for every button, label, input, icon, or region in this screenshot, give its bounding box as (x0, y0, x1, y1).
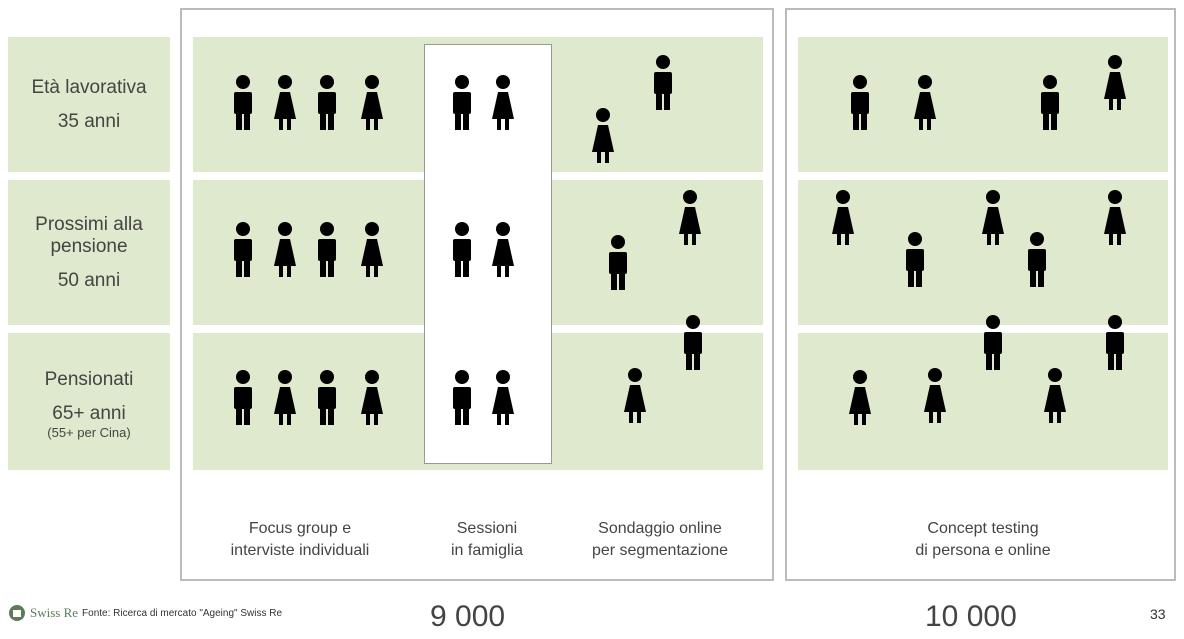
total: 9 000 (430, 600, 506, 633)
male-icon (984, 315, 1002, 370)
male-icon (1041, 75, 1059, 130)
female-icon (982, 190, 1004, 245)
method-line: Focus group e (248, 520, 352, 537)
female-icon (361, 370, 383, 425)
female-icon (274, 370, 296, 425)
female-icon (492, 222, 514, 277)
female-icon (361, 75, 383, 130)
female-icon (832, 190, 854, 245)
female-icon (274, 75, 296, 130)
method-line: per segmentazione (591, 542, 729, 559)
logo: Swiss Re (30, 605, 79, 620)
method: Sessioni in famiglia (424, 518, 550, 562)
source: Fonte: Ricerca di mercato "Ageing" Swiss… (82, 607, 283, 619)
page-number: 33 (1150, 606, 1166, 622)
highlight-column (424, 44, 552, 464)
method-line: interviste individuali (230, 542, 370, 559)
method: Concept testing di persona e online (798, 518, 1168, 562)
male-icon (234, 370, 252, 425)
band (798, 180, 1168, 325)
female-icon (1104, 55, 1126, 110)
row-age: 65+ anni (52, 403, 126, 424)
male-icon (1028, 232, 1046, 287)
male-icon (609, 235, 627, 290)
male-icon (234, 75, 252, 130)
total: 10 000 (925, 600, 1017, 633)
female-icon (1044, 368, 1066, 423)
male-icon (318, 75, 336, 130)
female-icon (361, 222, 383, 277)
row-label: Prossimi alla pensione 50 anni (8, 180, 170, 325)
female-icon (492, 370, 514, 425)
female-icon (1104, 190, 1126, 245)
method: Focus group e interviste individuali (190, 518, 410, 562)
female-icon (592, 108, 614, 163)
male-icon (906, 232, 924, 287)
male-icon (851, 75, 869, 130)
male-icon (453, 370, 471, 425)
method-line: Sondaggio online (598, 520, 722, 537)
male-icon (654, 55, 672, 110)
row-label: Pensionati 65+ anni (55+ per Cina) (8, 333, 170, 470)
male-icon (234, 222, 252, 277)
method-line: Sessioni (456, 520, 518, 537)
row-title: Prossimi alla pensione (35, 213, 143, 257)
male-icon (453, 75, 471, 130)
male-icon (684, 315, 702, 370)
row-title: Età lavorativa (31, 76, 147, 98)
footer: Swiss Re Fonte: Ricerca di mercato "Agei… (8, 604, 282, 622)
frame (180, 8, 774, 581)
female-icon (679, 190, 701, 245)
method-line: di persona e online (915, 542, 1051, 559)
male-icon (1106, 315, 1124, 370)
female-icon (849, 370, 871, 425)
row-label: Età lavorativa 35 anni (8, 37, 170, 172)
female-icon (924, 368, 946, 423)
female-icon (624, 368, 646, 423)
female-icon (274, 222, 296, 277)
male-icon (453, 222, 471, 277)
female-icon (492, 75, 514, 130)
method-line: in famiglia (450, 542, 524, 559)
male-icon (318, 222, 336, 277)
row-title: Pensionati (44, 369, 134, 390)
logo-icon (9, 605, 25, 621)
method: Sondaggio online per segmentazione (555, 518, 765, 562)
female-icon (914, 75, 936, 130)
row-note: (55+ per Cina) (47, 425, 131, 440)
method-line: Concept testing (927, 520, 1039, 537)
frame (785, 8, 1176, 581)
male-icon (318, 370, 336, 425)
row-age: 50 anni (57, 269, 121, 291)
row-age: 35 anni (57, 110, 121, 132)
